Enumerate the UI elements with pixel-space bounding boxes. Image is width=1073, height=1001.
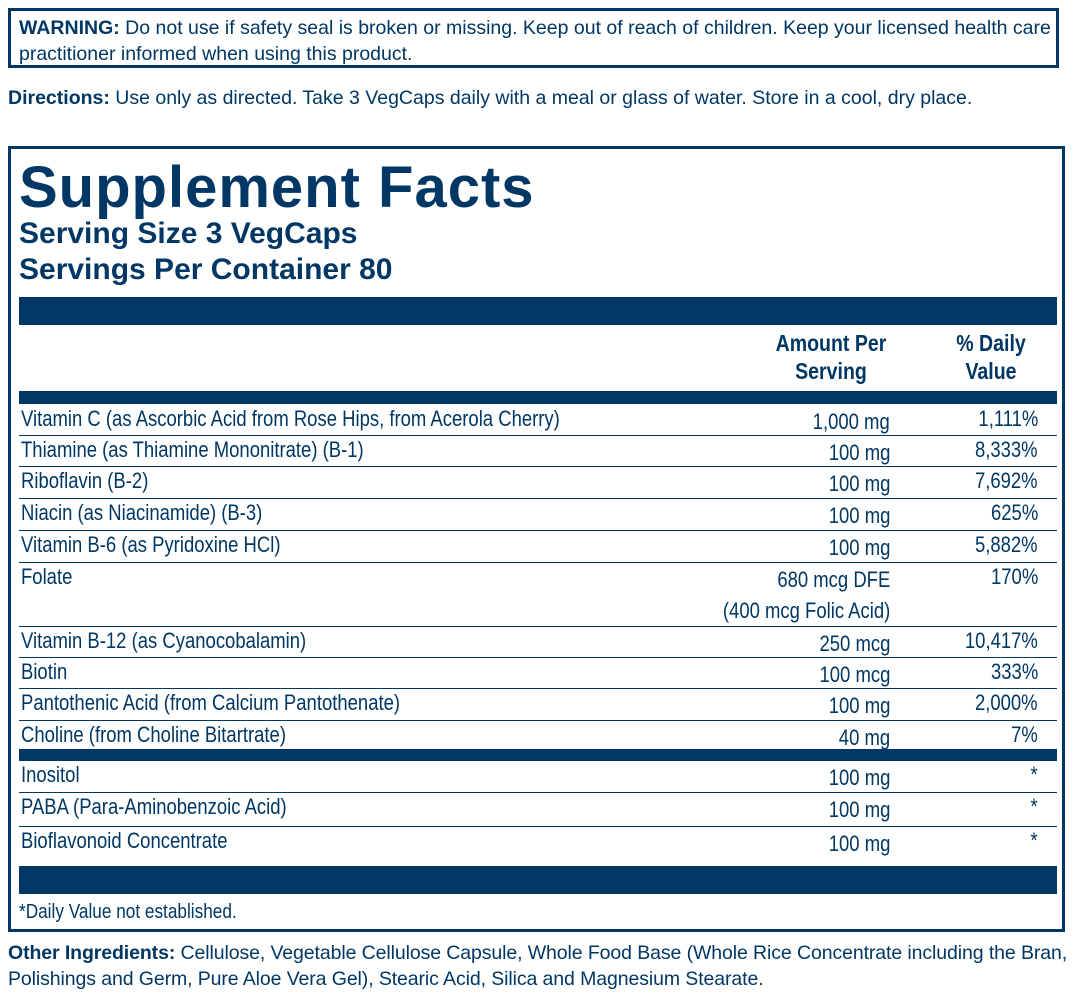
nutrient-amount: 1,000 mg — [813, 406, 890, 437]
nutrient-amount: 100 mg — [828, 690, 890, 721]
nutrient-daily-value: 625% — [990, 500, 1038, 525]
nutrient-row: Pantothenic Acid (from Calcium Pantothen… — [19, 689, 1057, 721]
amount-value: 250 mcg — [819, 631, 890, 656]
nutrient-amount: 100 mg — [828, 828, 890, 859]
directions-text: Use only as directed. Take 3 VegCaps dai… — [109, 87, 973, 109]
amount-detail: (400 mcg Folic Acid) — [722, 598, 890, 623]
amount-value: 100 mg — [828, 765, 890, 790]
divider-bar — [19, 391, 1057, 404]
amount-value: 680 mcg DFE — [777, 567, 890, 592]
amount-value: 100 mcg — [819, 662, 890, 687]
supplement-facts-panel: Supplement Facts Serving Size 3 VegCaps … — [8, 146, 1065, 932]
amount-value: 100 mg — [828, 471, 890, 496]
nutrient-name: Vitamin C (as Ascorbic Acid from Rose Hi… — [21, 406, 560, 431]
nutrient-row: Riboflavin (B-2) 100 mg 7,692% — [19, 467, 1057, 499]
nutrient-amount: 40 mg — [839, 722, 890, 753]
nutrient-daily-value: * — [1030, 794, 1038, 819]
facts-title: Supplement Facts — [19, 155, 535, 220]
nutrient-daily-value: 170% — [990, 564, 1038, 589]
directions: Directions: Use only as directed. Take 3… — [8, 86, 1068, 111]
amount-value: 100 mg — [828, 831, 890, 856]
other-ingredients: Other Ingredients: Cellulose, Vegetable … — [8, 940, 1073, 992]
nutrient-amount: 250 mcg — [819, 628, 890, 659]
nutrient-name: Inositol — [21, 762, 80, 787]
nutrient-row: Vitamin C (as Ascorbic Acid from Rose Hi… — [19, 405, 1057, 436]
warning-label: WARNING: — [19, 17, 120, 39]
amount-value: 100 mg — [828, 693, 890, 718]
nutrient-amount: 680 mcg DFE (400 mcg Folic Acid) — [723, 564, 890, 626]
divider-bar — [19, 297, 1057, 325]
nutrient-daily-value: * — [1030, 828, 1038, 853]
nutrient-daily-value: * — [1030, 762, 1038, 787]
nutrient-amount: 100 mg — [828, 794, 890, 825]
directions-label: Directions: — [8, 87, 110, 109]
nutrient-row: Vitamin B-6 (as Pyridoxine HCl) 100 mg 5,8… — [19, 531, 1057, 563]
nutrient-daily-value: 7% — [1011, 722, 1038, 747]
nutrient-name: Vitamin B-6 (as Pyridoxine HCl) — [21, 532, 281, 557]
nutrient-name: Folate — [21, 564, 73, 589]
amount-value: 100 mg — [828, 535, 890, 560]
other-ingredients-text: Cellulose, Vegetable Cellulose Capsule, … — [8, 942, 1068, 990]
nutrient-name: PABA (Para-Aminobenzoic Acid) — [21, 794, 287, 819]
divider-bar — [19, 866, 1057, 894]
nutrient-daily-value: 7,692% — [975, 468, 1038, 493]
nutrient-row: Biotin 100 mcg 333% — [19, 658, 1057, 689]
divider-bar — [19, 749, 1057, 761]
nutrient-row: Folate 680 mcg DFE (400 mcg Folic Acid) 170… — [19, 563, 1057, 627]
nutrient-row: PABA (Para-Aminobenzoic Acid) 100 mg * — [19, 793, 1057, 827]
amount-value: 100 mg — [828, 797, 890, 822]
nutrient-daily-value: 5,882% — [975, 532, 1038, 557]
nutrient-name: Vitamin B-12 (as Cyanocobalamin) — [21, 628, 307, 653]
amount-header-line: Amount Per — [775, 330, 887, 356]
warning-text: Do not use if safety seal is broken or m… — [19, 17, 1051, 65]
amount-header-line: Serving — [795, 358, 867, 384]
footnote: *Daily Value not established. — [19, 901, 237, 923]
servings-per-container: Servings Per Container 80 — [19, 253, 393, 286]
nutrient-row: Vitamin B-12 (as Cyanocobalamin) 250 mcg 1… — [19, 627, 1057, 658]
nutrient-row: Inositol 100 mg * — [19, 761, 1057, 793]
nutrient-row: Niacin (as Niacinamide) (B-3) 100 mg 625% — [19, 499, 1057, 531]
nutrient-amount: 100 mg — [828, 468, 890, 499]
dv-header: % Daily Value — [927, 329, 1055, 385]
nutrient-row: Bioflavonoid Concentrate 100 mg * — [19, 827, 1057, 863]
nutrient-name: Choline (from Choline Bitartrate) — [21, 722, 286, 747]
dv-header-line: Value — [965, 358, 1017, 384]
nutrient-amount: 100 mg — [828, 437, 890, 468]
nutrient-name: Thiamine (as Thiamine Mononitrate) (B-1) — [21, 437, 364, 462]
amount-value: 100 mg — [828, 440, 890, 465]
serving-size: Serving Size 3 VegCaps — [19, 217, 358, 250]
nutrient-name: Riboflavin (B-2) — [21, 468, 149, 493]
nutrient-name: Pantothenic Acid (from Calcium Pantothen… — [21, 690, 401, 715]
nutrient-name: Biotin — [21, 659, 68, 684]
warning-box: WARNING: Do not use if safety seal is br… — [8, 8, 1059, 68]
dv-header-line: % Daily — [956, 330, 1026, 356]
nutrient-daily-value: 10,417% — [965, 628, 1038, 653]
nutrient-name: Niacin (as Niacinamide) (B-3) — [21, 500, 263, 525]
amount-value: 100 mg — [828, 503, 890, 528]
nutrient-row: Thiamine (as Thiamine Mononitrate) (B-1)… — [19, 436, 1057, 467]
nutrient-daily-value: 333% — [990, 659, 1038, 684]
nutrient-row: Choline (from Choline Bitartrate) 40 mg 7% — [19, 721, 1057, 750]
amount-value: 1,000 mg — [812, 409, 890, 434]
nutrient-daily-value: 2,000% — [975, 690, 1038, 715]
amount-value: 40 mg — [838, 725, 890, 750]
nutrient-amount: 100 mg — [828, 532, 890, 563]
amount-header: Amount Per Serving — [763, 329, 899, 385]
nutrient-daily-value: 1,111% — [978, 406, 1038, 431]
other-ingredients-label: Other Ingredients: — [8, 942, 176, 964]
nutrient-name: Bioflavonoid Concentrate — [21, 828, 228, 853]
nutrient-daily-value: 8,333% — [975, 437, 1038, 462]
nutrient-amount: 100 mg — [828, 762, 890, 793]
nutrient-amount: 100 mcg — [819, 659, 890, 690]
nutrient-amount: 100 mg — [828, 500, 890, 531]
